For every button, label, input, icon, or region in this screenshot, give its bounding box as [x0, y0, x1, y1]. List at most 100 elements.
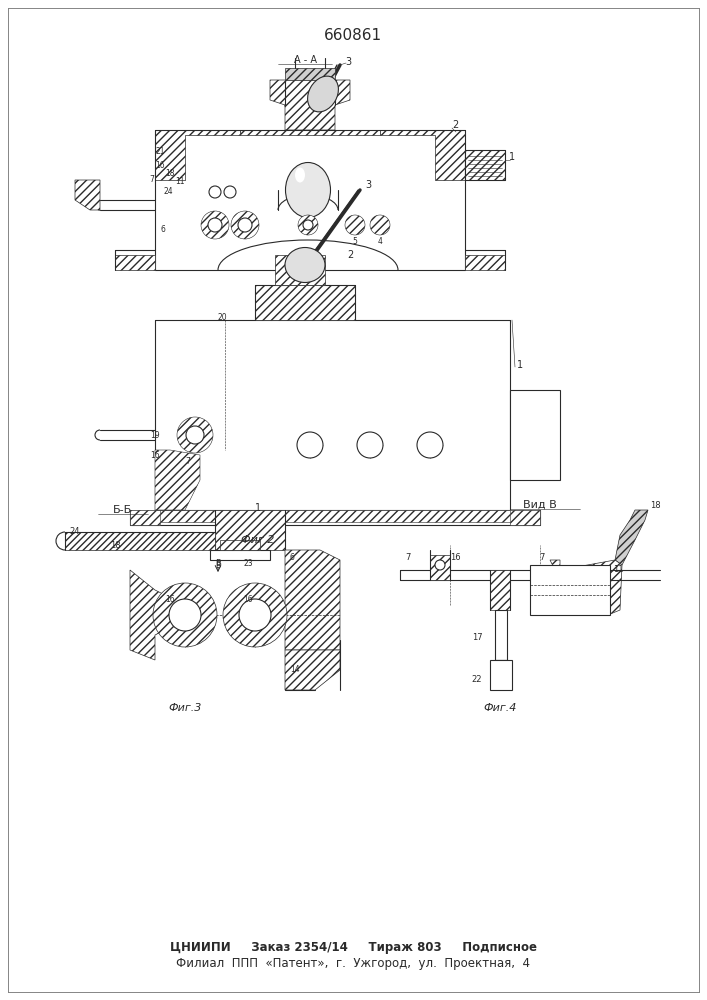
Bar: [210, 550, 270, 560]
Text: Фиг.3: Фиг.3: [168, 703, 201, 713]
Circle shape: [298, 215, 318, 235]
Text: B: B: [215, 558, 221, 568]
Circle shape: [153, 583, 217, 647]
Text: 18: 18: [165, 169, 175, 178]
Text: ЦНИИПИ     Заказ 2354/14     Тираж 803     Подписное: ЦНИИПИ Заказ 2354/14 Тираж 803 Подписное: [170, 942, 537, 954]
Polygon shape: [270, 80, 350, 130]
Text: 7: 7: [539, 552, 544, 562]
Circle shape: [345, 215, 365, 235]
Polygon shape: [465, 255, 505, 270]
Text: 11: 11: [613, 566, 624, 574]
Text: 17: 17: [472, 634, 482, 643]
Text: 7: 7: [150, 176, 154, 184]
Polygon shape: [65, 532, 215, 550]
Ellipse shape: [285, 247, 325, 282]
Ellipse shape: [286, 162, 330, 218]
Text: Б-Б: Б-Б: [112, 505, 132, 515]
Circle shape: [238, 218, 252, 232]
Text: 16: 16: [165, 595, 175, 604]
Polygon shape: [155, 450, 200, 510]
Text: Фиг 2: Фиг 2: [241, 535, 275, 545]
Text: 22: 22: [472, 676, 482, 684]
Circle shape: [208, 218, 222, 232]
Text: Филиал  ППП  «Патент»,  г.  Ужгород,  ул.  Проектная,  4: Филиал ППП «Патент», г. Ужгород, ул. Про…: [176, 956, 530, 970]
Text: 3: 3: [365, 180, 371, 190]
Bar: [130, 510, 160, 525]
Text: 2: 2: [452, 120, 458, 130]
Circle shape: [435, 560, 445, 570]
Polygon shape: [75, 180, 100, 210]
Text: 1: 1: [509, 152, 515, 162]
Text: A - A: A - A: [293, 55, 317, 65]
Circle shape: [169, 599, 201, 631]
Text: B: B: [216, 560, 221, 570]
Circle shape: [177, 417, 213, 453]
Polygon shape: [615, 510, 648, 565]
Polygon shape: [240, 130, 380, 135]
Circle shape: [417, 432, 443, 458]
Text: 14: 14: [290, 666, 300, 674]
Text: 16: 16: [150, 450, 160, 460]
Circle shape: [357, 432, 383, 458]
Circle shape: [223, 583, 287, 647]
Text: 11: 11: [175, 178, 185, 186]
Text: 19: 19: [150, 430, 160, 440]
Text: 16: 16: [450, 552, 460, 562]
Text: Фиг.4: Фиг.4: [484, 703, 517, 713]
Text: 6: 6: [290, 552, 294, 562]
Circle shape: [370, 215, 390, 235]
Polygon shape: [285, 550, 340, 650]
Circle shape: [209, 186, 221, 198]
Bar: [275, 255, 325, 285]
Text: 24: 24: [163, 188, 173, 196]
Text: 6: 6: [160, 226, 165, 234]
Bar: [490, 660, 512, 690]
Circle shape: [231, 211, 259, 239]
Bar: [490, 570, 510, 610]
Text: 5: 5: [353, 237, 358, 246]
Text: 3: 3: [345, 57, 351, 67]
Polygon shape: [130, 570, 175, 660]
Text: 7: 7: [405, 552, 411, 562]
Text: 4: 4: [378, 237, 382, 246]
Bar: [510, 510, 540, 525]
Text: 23: 23: [243, 558, 253, 568]
Polygon shape: [130, 510, 540, 522]
Text: 21: 21: [156, 147, 165, 156]
Ellipse shape: [295, 167, 305, 182]
Text: 16: 16: [243, 595, 253, 604]
Bar: [465, 150, 505, 180]
Bar: [215, 510, 285, 550]
Bar: [465, 150, 505, 180]
Polygon shape: [115, 255, 155, 270]
Text: 7: 7: [185, 458, 190, 466]
Circle shape: [201, 211, 229, 239]
Circle shape: [303, 220, 313, 230]
Bar: [510, 390, 560, 480]
Text: 18: 18: [110, 540, 120, 550]
Circle shape: [224, 186, 236, 198]
Bar: [255, 285, 355, 320]
Bar: [530, 565, 610, 615]
Polygon shape: [285, 650, 340, 690]
Text: Вид В: Вид В: [523, 500, 557, 510]
Circle shape: [239, 599, 271, 631]
Polygon shape: [550, 560, 622, 615]
Text: 20: 20: [217, 314, 227, 322]
Bar: [285, 68, 335, 80]
Text: 18: 18: [650, 500, 660, 510]
Text: 660861: 660861: [324, 27, 382, 42]
Polygon shape: [380, 130, 465, 180]
Bar: [430, 555, 450, 580]
Circle shape: [186, 426, 204, 444]
Circle shape: [297, 432, 323, 458]
Text: 1: 1: [255, 503, 261, 513]
Text: 1: 1: [517, 360, 523, 370]
Text: 16: 16: [156, 161, 165, 170]
Bar: [495, 610, 507, 660]
Polygon shape: [155, 130, 240, 180]
Text: 2: 2: [347, 250, 353, 260]
Text: 24: 24: [70, 528, 81, 536]
Ellipse shape: [308, 76, 339, 112]
Bar: [220, 540, 260, 550]
